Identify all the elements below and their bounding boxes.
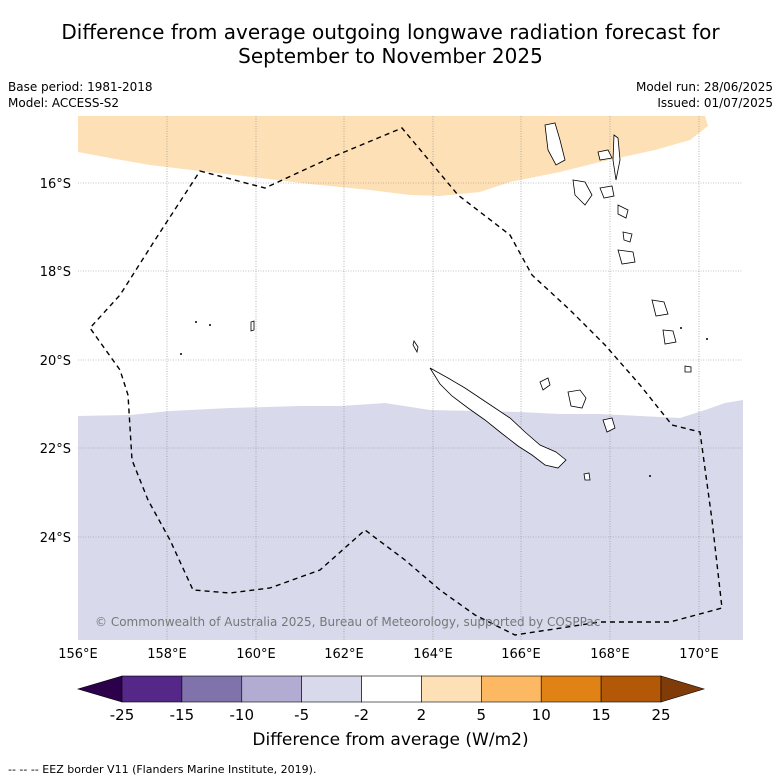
loyalty-islands-1	[539, 377, 551, 391]
vanuatu-malekula	[572, 179, 593, 206]
lat-label-16s: 16°S	[40, 177, 71, 192]
anomaly-negative-region	[78, 400, 743, 640]
colorbar-segment	[540, 675, 602, 703]
colorbar-segment	[241, 675, 302, 703]
colorbar-segment	[481, 675, 542, 703]
title-line-1: Difference from average outgoing longwav…	[61, 20, 720, 44]
loyalty-far-3	[684, 365, 692, 373]
lon-label-166e: 166°E	[501, 647, 541, 662]
isle-of-pines	[583, 472, 591, 481]
vanuatu-ambrym	[599, 185, 615, 199]
colorbar-tick-label: 2	[417, 706, 427, 724]
lat-label-22s: 22°S	[40, 442, 71, 457]
colorbar: -25 -15 -10 -5 -2 2 5 10 15 25	[76, 675, 706, 724]
lat-label-24s: 24°S	[40, 531, 71, 546]
lat-label-18s: 18°S	[40, 265, 71, 280]
lon-label-160e: 160°E	[236, 647, 276, 662]
model-name: Model: ACCESS-S2	[8, 96, 120, 110]
colorbar-segment	[421, 675, 482, 703]
metadata-left: Base period: 1981-2018 Model: ACCESS-S2	[8, 79, 153, 111]
metadata-right: Model run: 28/06/2025 Issued: 01/07/2025	[636, 79, 773, 111]
lon-label-162e: 162°E	[324, 647, 364, 662]
base-period: Base period: 1981-2018	[8, 80, 153, 94]
lat-label-20s: 20°S	[40, 354, 71, 369]
colorbar-tick-label: -2	[354, 706, 369, 724]
map-title: Difference from average outgoing longwav…	[0, 20, 781, 68]
longitude-labels: 156°E 158°E 160°E 162°E 164°E 166°E 168°…	[58, 647, 719, 662]
lon-label-170e: 170°E	[679, 647, 719, 662]
new-caledonia-island	[429, 367, 567, 469]
colorbar-segment	[361, 675, 422, 703]
vanuatu-maewo	[597, 149, 613, 161]
lon-label-168e: 168°E	[590, 647, 630, 662]
title-line-2: September to November 2025	[238, 44, 543, 68]
lon-label-156e: 156°E	[58, 647, 98, 662]
loyalty-far-2	[662, 329, 677, 345]
chesterfield-island	[250, 320, 255, 332]
loyalty-islands-2	[567, 389, 587, 409]
lon-label-164e: 164°E	[413, 647, 453, 662]
copyright-notice: © Commonwealth of Australia 2025, Bureau…	[95, 615, 600, 629]
latitude-labels: 16°S 18°S 20°S 22°S 24°S	[40, 177, 71, 546]
colorbar-segment	[181, 675, 243, 703]
vanuatu-banks	[612, 134, 621, 181]
lon-label-158e: 158°E	[147, 647, 187, 662]
colorbar-tick-label: -5	[294, 706, 309, 724]
colorbar-extension-low	[76, 675, 123, 703]
vanuatu-espiritu-santo	[544, 122, 566, 166]
small-reefs	[180, 321, 708, 477]
loyalty-islands-3	[602, 417, 616, 433]
colorbar-segment	[600, 675, 662, 703]
colorbar-tick-label: -10	[230, 706, 255, 724]
vanuatu-erromango	[617, 249, 636, 265]
model-run: Model run: 28/06/2025	[635, 80, 773, 94]
grid-lines	[78, 116, 743, 640]
vanuatu-epi	[617, 204, 629, 219]
colorbar-tick-label: 15	[592, 706, 611, 724]
colorbar-tick-label: 25	[651, 706, 670, 724]
eez-border	[89, 127, 723, 636]
colorbar-segment	[121, 675, 183, 703]
colorbar-tick-label: 10	[532, 706, 551, 724]
colorbar-segment	[301, 675, 362, 703]
colorbar-tick-label: 5	[477, 706, 487, 724]
island-north-small	[412, 340, 419, 354]
colorbar-title: Difference from average (W/m2)	[252, 730, 529, 750]
colorbar-tick-label: -15	[170, 706, 195, 724]
issued-date: Issued: 01/07/2025	[657, 96, 773, 110]
coastlines	[250, 122, 692, 481]
colorbar-extension-high	[660, 675, 706, 703]
map-area: © Commonwealth of Australia 2025, Bureau…	[78, 116, 743, 640]
eez-footnote: -- -- -- EEZ border V11 (Flanders Marine…	[8, 763, 317, 776]
colorbar-tick-label: -25	[110, 706, 135, 724]
vanuatu-efate	[622, 231, 633, 243]
loyalty-far-1	[651, 299, 669, 317]
